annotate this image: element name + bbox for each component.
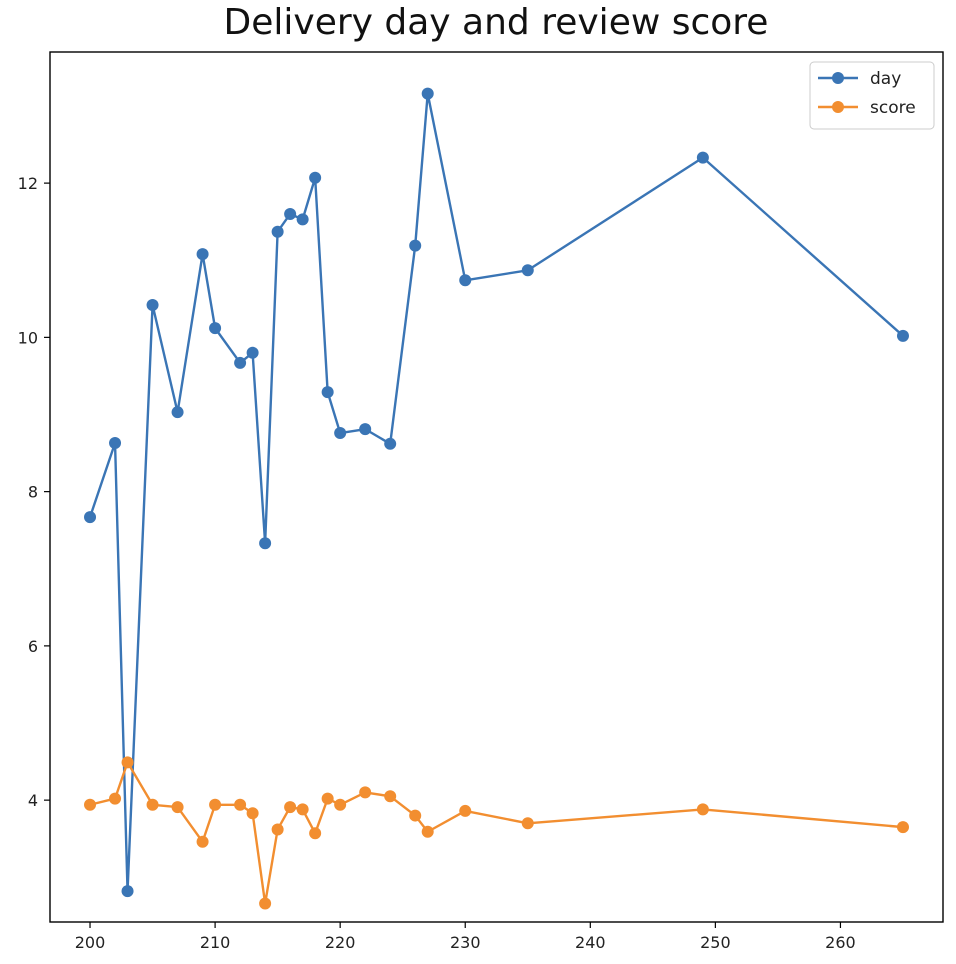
data-point-day <box>271 225 284 238</box>
data-point-day <box>421 87 434 100</box>
data-point-day <box>309 171 322 184</box>
data-point-score <box>521 817 534 830</box>
data-point-day <box>284 207 297 220</box>
data-point-score <box>234 798 247 811</box>
data-point-day <box>384 437 397 450</box>
x-tick-label: 220 <box>325 933 356 952</box>
data-point-day <box>196 248 209 261</box>
data-point-score <box>246 807 259 820</box>
x-tick-label: 240 <box>575 933 606 952</box>
legend: day score <box>809 61 935 130</box>
data-point-score <box>421 825 434 838</box>
x-tick-label: 250 <box>700 933 731 952</box>
data-point-score <box>171 801 184 814</box>
y-tick-label: 4 <box>28 791 38 810</box>
legend-marker-day <box>832 72 844 84</box>
y-tick-label: 12 <box>18 174 38 193</box>
data-point-day <box>409 239 422 252</box>
data-point-score <box>109 792 122 805</box>
data-point-day <box>696 151 709 164</box>
data-point-score <box>271 823 284 836</box>
data-point-day <box>146 298 159 311</box>
x-tick-label: 230 <box>450 933 481 952</box>
x-axis: 200 210 220 230 240 250 260 <box>75 922 856 952</box>
data-point-score <box>196 835 209 848</box>
data-point-day <box>896 329 909 342</box>
data-point-score <box>309 827 322 840</box>
data-point-score <box>296 803 309 816</box>
data-point-day <box>459 274 472 287</box>
legend-label-day: day <box>870 69 901 89</box>
series-line-day <box>88 92 904 893</box>
y-tick-label: 10 <box>18 328 38 347</box>
data-point-score <box>84 798 97 811</box>
data-point-score <box>384 790 397 803</box>
chart-title: Delivery day and review score <box>223 2 769 43</box>
data-point-day <box>521 264 534 277</box>
data-point-day <box>84 511 97 524</box>
data-point-day <box>209 322 222 335</box>
data-point-score <box>459 804 472 817</box>
data-point-score <box>259 897 272 910</box>
series-score <box>84 756 909 910</box>
plot-area <box>49 51 944 923</box>
y-tick-label: 8 <box>28 483 38 502</box>
data-point-day <box>321 386 334 399</box>
data-point-day <box>234 356 247 369</box>
data-point-score <box>896 821 909 834</box>
data-point-score <box>209 798 222 811</box>
x-tick-label: 260 <box>825 933 856 952</box>
series-day <box>84 87 909 898</box>
data-point-score <box>121 756 134 769</box>
data-point-score <box>146 798 159 811</box>
data-point-day <box>296 213 309 226</box>
legend-label-score: score <box>870 98 916 118</box>
data-point-day <box>334 427 347 440</box>
data-point-day <box>246 346 259 359</box>
series-layer <box>84 87 909 910</box>
y-axis: 4 6 8 10 12 <box>18 174 50 810</box>
data-point-score <box>284 801 297 814</box>
x-tick-label: 200 <box>75 933 106 952</box>
data-point-day <box>121 885 134 898</box>
data-point-score <box>321 792 334 805</box>
legend-marker-score <box>832 101 844 113</box>
y-tick-label: 6 <box>28 637 38 656</box>
x-tick-label: 210 <box>200 933 231 952</box>
data-point-score <box>359 786 372 799</box>
data-point-score <box>696 803 709 816</box>
data-point-score <box>334 798 347 811</box>
data-point-score <box>409 809 422 822</box>
data-point-day <box>259 537 272 550</box>
data-point-day <box>359 423 372 436</box>
data-point-day <box>109 437 122 450</box>
data-point-day <box>171 406 184 419</box>
